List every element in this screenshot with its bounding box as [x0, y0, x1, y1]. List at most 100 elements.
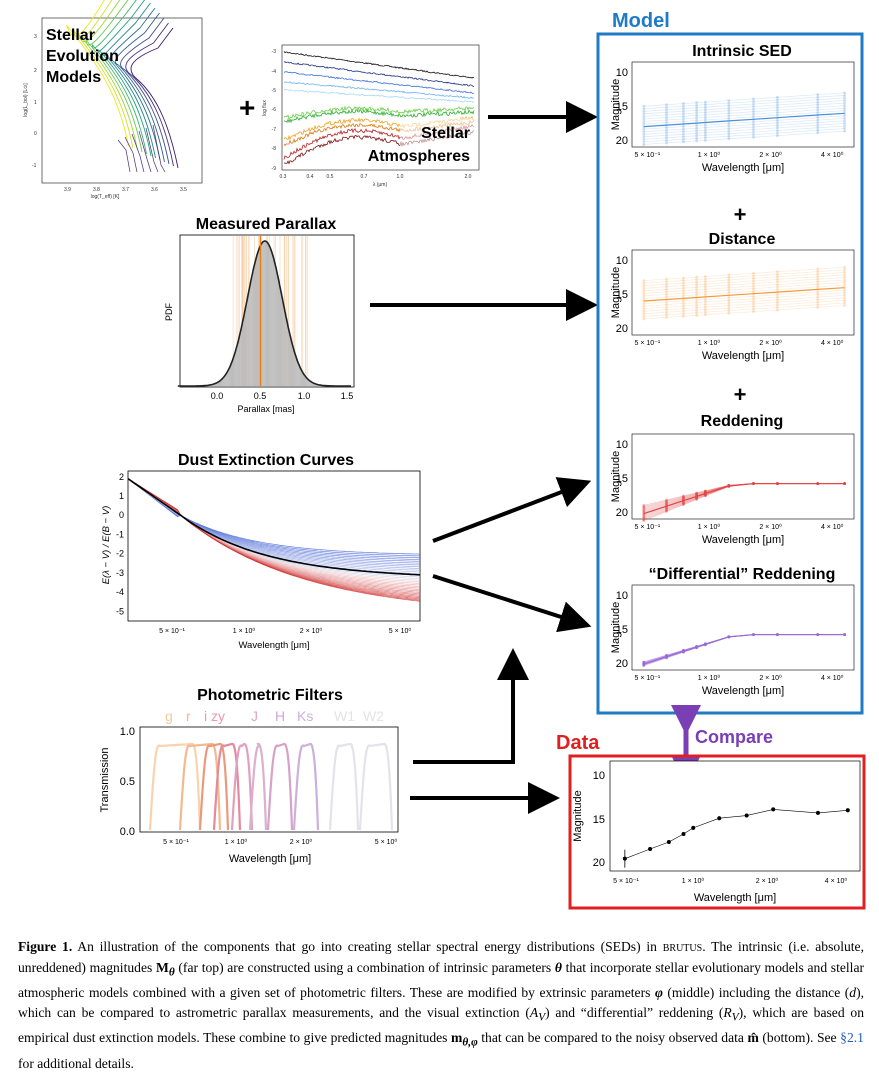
model-sample-point [816, 111, 820, 114]
parallax-histogram-bar [223, 377, 225, 386]
model-sample-point [665, 287, 668, 291]
parallax-histogram-bar [222, 378, 224, 386]
model-sample-point [665, 507, 668, 511]
parallax-histogram-bar [241, 327, 243, 386]
model-sample-point [752, 297, 755, 301]
model-sample-point [682, 497, 685, 501]
model-sample-point [843, 127, 846, 130]
model-sample-point [642, 135, 646, 139]
model-sample-point [816, 95, 820, 99]
data-point [622, 856, 627, 861]
model-sample-point [752, 100, 755, 103]
model-sample-line [643, 115, 845, 130]
model-sample-point [703, 105, 707, 109]
model-sample-point [642, 509, 646, 513]
atm-ytick: -8 [272, 146, 277, 152]
model-sample-point [682, 102, 685, 105]
arrow-extinction-to-reddening [432, 477, 592, 543]
model-sample-point [843, 301, 846, 305]
parallax-histogram-bar [271, 251, 273, 386]
model-sample-point [727, 311, 731, 315]
model-plus-1: + [734, 202, 747, 227]
model-sample-point [642, 304, 646, 308]
parallax-histogram-bar [244, 312, 246, 386]
model-xtick: 1 × 10⁰ [698, 674, 721, 682]
model-sample-point [727, 299, 731, 302]
parallax-histogram-bar [265, 241, 267, 386]
model-sample-line [643, 95, 845, 110]
model-sample-point [642, 515, 646, 519]
model-sample-line [643, 300, 845, 315]
parallax-histogram-bar [295, 355, 297, 386]
model-subpanel-frame [631, 61, 855, 148]
evolution-track [103, 2, 156, 159]
ext-ytick: -3 [116, 568, 124, 578]
evolution-panel: Stellar Evolution Models 3 2 1 0 -1 3.9 … [23, 0, 203, 200]
model-sample-point [665, 303, 668, 306]
model-sample-point [682, 495, 685, 499]
model-sample-point [642, 279, 646, 282]
model-sample-point [642, 317, 646, 321]
model-sample-point [665, 498, 668, 502]
parallax-histogram-bar [311, 381, 313, 386]
model-sample-point [665, 308, 668, 312]
model-sample-point [776, 308, 779, 312]
ext-ylabel: E(λ − V) / E(B − V) [101, 506, 112, 585]
model-sample-point [695, 280, 699, 284]
model-sample-point [703, 126, 707, 130]
model-sample-point [703, 116, 707, 119]
model-sample-point [682, 502, 685, 506]
model-sample-point [816, 293, 820, 296]
parallax-histogram-bar [237, 345, 239, 386]
atm-ytick: -7 [272, 127, 277, 133]
model-ytick: 20 [616, 135, 628, 147]
model-sample-point [642, 505, 646, 508]
model-sample-point [642, 514, 646, 518]
model-sample-point [642, 309, 646, 313]
model-sample-point [816, 272, 820, 276]
parallax-histogram-bar [283, 302, 285, 386]
parallax-histogram-bar [297, 361, 299, 386]
model-subpanel-title: “Differential” Reddening [649, 566, 836, 583]
model-sample-point [727, 304, 731, 307]
flow-arrows [370, 101, 598, 814]
model-sample-point [816, 105, 820, 109]
model-sample-point [695, 106, 699, 110]
ext-ytick: 2 [119, 472, 124, 482]
model-sample-point [843, 293, 846, 297]
extinction-curves [127, 478, 421, 602]
model-sample-point [776, 101, 779, 104]
model-panel: Model Intrinsic SED 10 15 20 5 × 10⁻¹ 1 × 10⁰… [596, 10, 864, 715]
caption-reference-link[interactable]: §2.1 [840, 1030, 864, 1046]
model-sample-point [682, 127, 685, 131]
model-sample-point [843, 104, 846, 108]
atm-xlabel: λ (μm) [373, 182, 388, 188]
model-sample-point [642, 137, 646, 141]
model-sample-point [682, 135, 685, 139]
evolution-title-1: Stellar [46, 27, 95, 44]
model-sample-point [642, 302, 646, 305]
atmosphere-spectrum [283, 89, 475, 103]
model-sample-point [727, 278, 731, 282]
parallax-histogram-bar [243, 317, 245, 386]
parallax-xlabel: Parallax [mas] [237, 404, 294, 414]
model-xtick: 4 × 10⁰ [821, 523, 844, 531]
parallax-histogram-bar [298, 364, 300, 386]
parallax-histogram-bar [314, 383, 316, 386]
evo-ytick: 0 [34, 131, 37, 137]
model-sample-point [682, 503, 685, 507]
caption-label: Figure 1. [18, 939, 73, 954]
extinction-curve [127, 478, 421, 602]
ext-xtick: 1 × 10⁰ [233, 627, 256, 635]
filter-transmission-curve [266, 742, 294, 831]
model-sample-point [682, 132, 685, 136]
evolution-track [92, 0, 147, 155]
filter-xtick: 1 × 10⁰ [225, 838, 248, 846]
model-sample-point [695, 139, 699, 143]
parallax-histogram-bar [245, 307, 247, 386]
model-sample-point [695, 492, 699, 496]
parallax-histogram-bar [286, 317, 288, 386]
caption-symbol: θ [554, 959, 562, 975]
model-sample-line [643, 110, 845, 125]
filter-xtick: 2 × 10⁰ [290, 838, 313, 846]
